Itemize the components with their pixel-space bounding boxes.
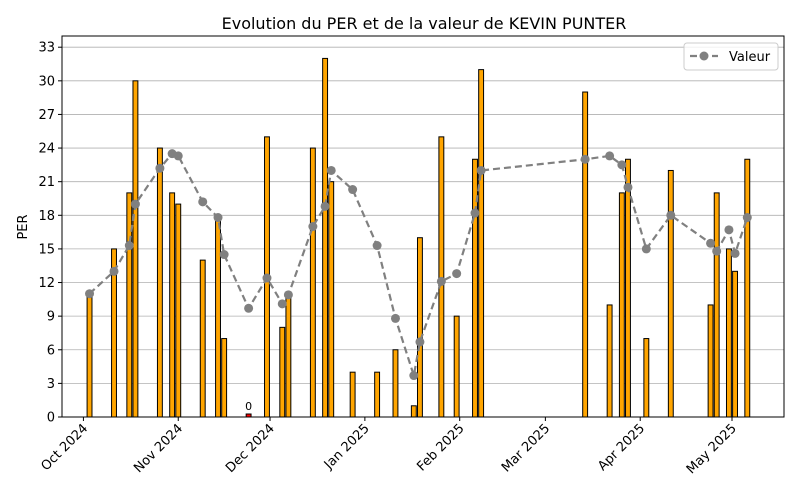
per-bar bbox=[156, 147, 163, 418]
valeur-point bbox=[85, 289, 95, 299]
valeur-point bbox=[605, 151, 615, 161]
y-tick-label: 9 bbox=[47, 310, 55, 325]
valeur-point bbox=[409, 371, 419, 381]
legend-box bbox=[683, 42, 779, 71]
valeur-point bbox=[262, 273, 272, 283]
y-gridlines bbox=[62, 46, 784, 418]
y-tick-label: 3 bbox=[47, 377, 55, 392]
per-bar bbox=[410, 405, 417, 418]
valeur-point bbox=[452, 269, 462, 279]
bar-value-label: 0 bbox=[245, 400, 252, 413]
per-bar bbox=[744, 158, 751, 418]
per-bar bbox=[453, 315, 460, 418]
valeur-point bbox=[244, 303, 254, 313]
valeur-point bbox=[308, 222, 318, 231]
y-tick-label: 6 bbox=[47, 343, 55, 358]
valeur-point bbox=[155, 163, 165, 173]
y-tick-label: 21 bbox=[38, 175, 55, 190]
per-bar bbox=[667, 169, 674, 418]
y-tick-label: 33 bbox=[38, 41, 55, 56]
per-bar bbox=[582, 91, 589, 418]
valeur-point bbox=[724, 225, 734, 235]
per-bar bbox=[713, 192, 720, 418]
per-bar bbox=[374, 371, 381, 418]
per-bar bbox=[199, 259, 206, 418]
valeur-line-series bbox=[85, 149, 752, 381]
valeur-point bbox=[198, 197, 208, 207]
per-bar bbox=[416, 237, 423, 418]
per-bar bbox=[606, 304, 613, 418]
valeur-point bbox=[372, 241, 382, 251]
valeur-point bbox=[730, 248, 740, 258]
valeur-point bbox=[320, 201, 330, 211]
valeur-point bbox=[470, 208, 480, 218]
valeur-point bbox=[348, 185, 358, 195]
valeur-point bbox=[712, 246, 722, 256]
legend-marker bbox=[699, 51, 709, 61]
y-axis-ticks: 0 3 6 9 12 15 18 21 24 27 30 33 bbox=[38, 41, 62, 426]
legend: Valeur bbox=[683, 42, 779, 71]
valeur-point bbox=[415, 337, 425, 347]
per-bar bbox=[86, 293, 93, 418]
y-tick-label: 27 bbox=[38, 108, 55, 123]
y-tick-label: 18 bbox=[38, 209, 55, 224]
valeur-point bbox=[666, 210, 676, 220]
valeur-point bbox=[580, 154, 590, 164]
plot-frame bbox=[61, 35, 785, 418]
valeur-point bbox=[173, 151, 183, 161]
per-bar bbox=[215, 214, 221, 418]
valeur-point bbox=[641, 244, 651, 254]
y-tick-label: 15 bbox=[38, 242, 55, 257]
per-bar bbox=[625, 158, 631, 418]
valeur-point bbox=[742, 213, 752, 223]
per-bar bbox=[478, 69, 485, 418]
per-bar bbox=[732, 270, 738, 418]
valeur-point bbox=[326, 165, 336, 175]
valeur-point bbox=[436, 276, 446, 286]
per-bar bbox=[707, 304, 714, 418]
per-bar bbox=[285, 293, 292, 418]
bar-annotations: 0 bbox=[245, 400, 252, 413]
per-bar bbox=[175, 203, 182, 418]
per-bar bbox=[309, 147, 316, 418]
valeur-point bbox=[476, 165, 486, 175]
per-bar bbox=[328, 181, 335, 418]
valeur-point bbox=[617, 160, 627, 170]
per-bar bbox=[221, 338, 228, 418]
valeur-point bbox=[390, 313, 400, 323]
y-axis-label: PER bbox=[16, 214, 31, 239]
y-tick-label: 0 bbox=[47, 411, 55, 426]
y-tick-label: 12 bbox=[38, 276, 55, 291]
valeur-point bbox=[706, 238, 716, 248]
valeur-point bbox=[109, 266, 119, 276]
per-bar bbox=[279, 326, 286, 418]
per-bar bbox=[322, 57, 329, 418]
legend-label-valeur: Valeur bbox=[729, 50, 771, 65]
per-bar bbox=[725, 248, 732, 418]
valeur-point bbox=[130, 199, 140, 209]
valeur-point bbox=[219, 250, 229, 260]
per-bar bbox=[392, 349, 399, 418]
valeur-point bbox=[213, 213, 223, 223]
y-tick-label: 30 bbox=[38, 74, 55, 89]
per-bar bbox=[643, 338, 650, 418]
valeur-point bbox=[623, 182, 633, 192]
y-tick-label: 24 bbox=[38, 142, 55, 157]
per-bar bbox=[349, 371, 356, 418]
per-bar bbox=[169, 192, 176, 418]
chart-title: Evolution du PER et de la valeur de KEVI… bbox=[222, 14, 627, 33]
per-bar bbox=[618, 192, 625, 418]
valeur-point bbox=[124, 241, 134, 251]
per-bar bbox=[132, 80, 139, 418]
valeur-point bbox=[277, 299, 287, 309]
valeur-point bbox=[283, 290, 293, 300]
